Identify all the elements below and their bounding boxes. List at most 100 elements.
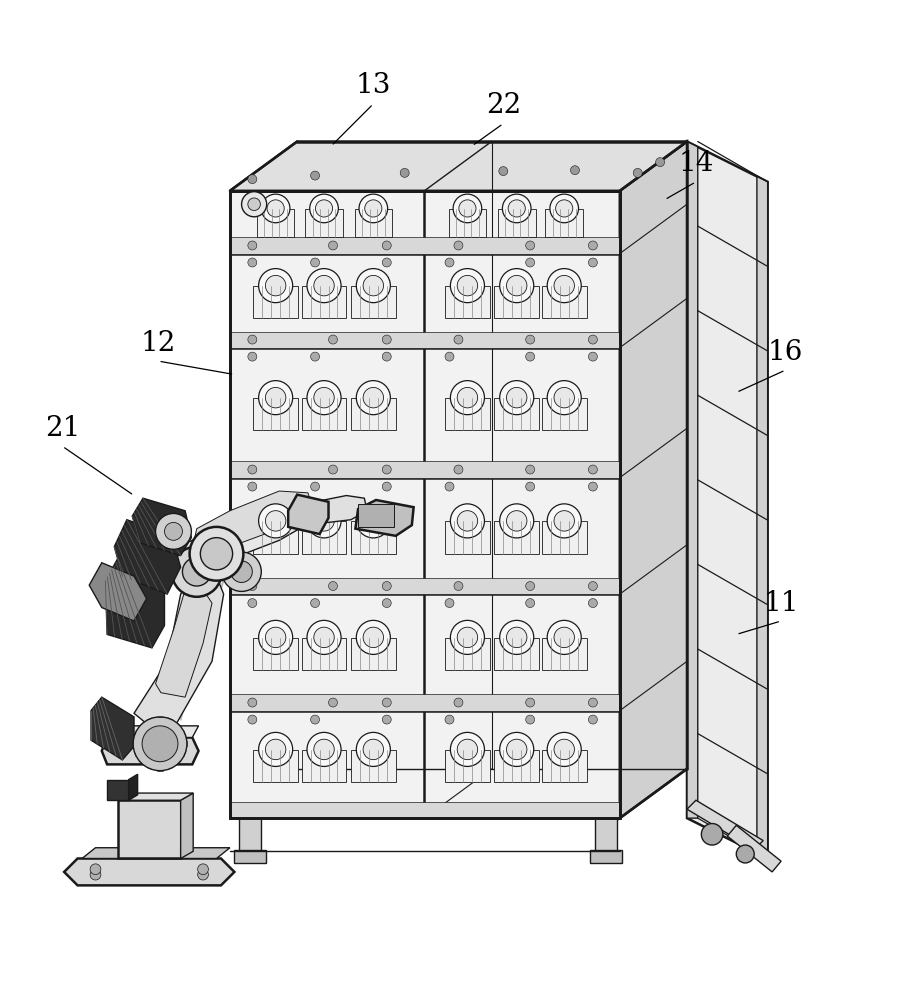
Circle shape — [454, 582, 463, 591]
Circle shape — [310, 715, 319, 724]
Circle shape — [314, 275, 334, 296]
Bar — [553, 394, 575, 398]
Circle shape — [307, 269, 341, 303]
Bar — [494, 521, 539, 554]
Circle shape — [356, 732, 390, 766]
Polygon shape — [194, 491, 313, 549]
Bar — [542, 521, 587, 554]
Circle shape — [248, 258, 257, 267]
Circle shape — [382, 335, 391, 344]
Bar — [542, 750, 587, 782]
Circle shape — [165, 522, 182, 540]
Bar — [498, 209, 536, 237]
Polygon shape — [355, 500, 414, 536]
Bar — [456, 282, 478, 286]
Circle shape — [265, 275, 286, 296]
Polygon shape — [230, 332, 619, 348]
Circle shape — [500, 381, 534, 415]
Bar — [302, 398, 346, 430]
Circle shape — [526, 241, 535, 250]
Circle shape — [365, 200, 382, 217]
Circle shape — [198, 869, 209, 880]
Bar — [351, 286, 396, 318]
Bar — [264, 633, 287, 638]
Polygon shape — [230, 802, 619, 818]
Circle shape — [356, 269, 390, 303]
Bar — [546, 209, 583, 237]
Polygon shape — [118, 793, 193, 800]
Circle shape — [248, 241, 257, 250]
Circle shape — [547, 620, 582, 654]
Circle shape — [450, 620, 485, 654]
Bar — [555, 205, 574, 209]
Circle shape — [222, 552, 262, 591]
Polygon shape — [114, 520, 181, 594]
Circle shape — [262, 194, 290, 223]
Bar — [239, 818, 262, 854]
Circle shape — [265, 739, 286, 760]
Bar — [445, 286, 490, 318]
Circle shape — [450, 504, 485, 538]
Bar — [313, 394, 335, 398]
Bar — [505, 282, 528, 286]
Circle shape — [445, 599, 454, 608]
Circle shape — [547, 504, 582, 538]
Circle shape — [382, 715, 391, 724]
Polygon shape — [230, 237, 619, 254]
Circle shape — [500, 620, 534, 654]
Bar — [351, 750, 396, 782]
Bar — [313, 633, 335, 638]
Circle shape — [142, 726, 178, 762]
Bar — [264, 745, 287, 750]
Circle shape — [458, 200, 476, 217]
Circle shape — [363, 739, 384, 760]
Circle shape — [259, 620, 293, 654]
Circle shape — [328, 241, 337, 250]
Circle shape — [445, 715, 454, 724]
Bar — [302, 286, 346, 318]
Circle shape — [328, 465, 337, 474]
Circle shape — [701, 824, 723, 845]
Circle shape — [314, 739, 334, 760]
Circle shape — [356, 381, 390, 415]
Polygon shape — [156, 590, 212, 697]
Polygon shape — [64, 858, 235, 885]
Circle shape — [526, 258, 535, 267]
Bar — [302, 638, 346, 670]
Circle shape — [450, 269, 485, 303]
Circle shape — [526, 482, 535, 491]
Polygon shape — [118, 800, 181, 858]
Circle shape — [307, 732, 341, 766]
Polygon shape — [129, 774, 138, 800]
Circle shape — [248, 482, 257, 491]
Circle shape — [547, 269, 582, 303]
Circle shape — [445, 482, 454, 491]
Circle shape — [526, 599, 535, 608]
Circle shape — [589, 482, 597, 491]
Circle shape — [314, 511, 334, 531]
Circle shape — [589, 335, 597, 344]
Bar — [362, 517, 385, 521]
Circle shape — [589, 599, 597, 608]
Circle shape — [547, 381, 582, 415]
Circle shape — [554, 627, 574, 648]
Text: 14: 14 — [678, 150, 714, 177]
Circle shape — [589, 715, 597, 724]
Bar — [305, 209, 343, 237]
Polygon shape — [230, 578, 619, 594]
Circle shape — [307, 381, 341, 415]
Circle shape — [382, 465, 391, 474]
Circle shape — [328, 582, 337, 591]
Bar — [351, 638, 396, 670]
Circle shape — [454, 335, 463, 344]
Circle shape — [363, 387, 384, 408]
Circle shape — [307, 620, 341, 654]
Circle shape — [307, 504, 341, 538]
Circle shape — [310, 258, 319, 267]
Bar — [445, 750, 490, 782]
Circle shape — [200, 538, 233, 570]
Circle shape — [547, 732, 582, 766]
Bar — [458, 205, 476, 209]
Circle shape — [589, 698, 597, 707]
Polygon shape — [185, 502, 315, 565]
